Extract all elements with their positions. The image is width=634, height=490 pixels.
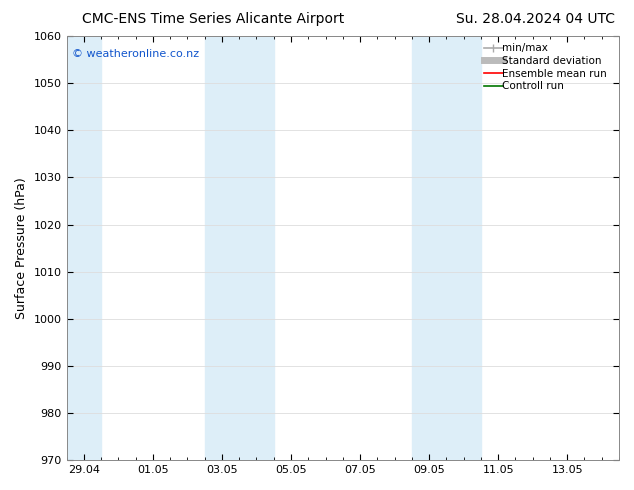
Y-axis label: Surface Pressure (hPa): Surface Pressure (hPa) <box>15 177 28 319</box>
Bar <box>205 36 274 460</box>
Bar <box>412 36 481 460</box>
Text: Su. 28.04.2024 04 UTC: Su. 28.04.2024 04 UTC <box>456 12 615 26</box>
Text: CMC-ENS Time Series Alicante Airport: CMC-ENS Time Series Alicante Airport <box>82 12 345 26</box>
Bar <box>67 36 101 460</box>
Legend: min/max, Standard deviation, Ensemble mean run, Controll run: min/max, Standard deviation, Ensemble me… <box>480 39 616 96</box>
Text: © weatheronline.co.nz: © weatheronline.co.nz <box>72 49 199 59</box>
